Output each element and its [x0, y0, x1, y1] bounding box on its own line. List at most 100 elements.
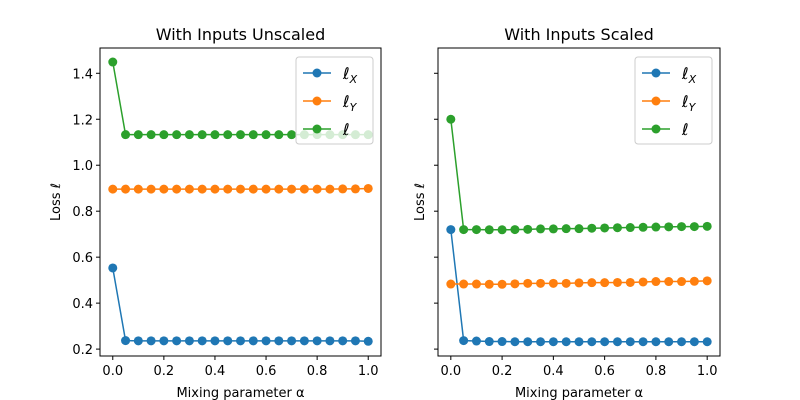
data-point	[651, 337, 661, 347]
data-point	[223, 184, 233, 194]
data-point	[497, 225, 507, 235]
data-point	[587, 278, 597, 288]
data-point	[274, 184, 284, 194]
data-point	[108, 184, 118, 194]
data-point	[299, 184, 309, 194]
data-point	[689, 222, 699, 232]
legend-marker	[312, 68, 322, 78]
series-line	[112, 267, 369, 343]
data-point	[484, 337, 494, 347]
data-point	[702, 337, 712, 347]
legend-marker	[312, 96, 322, 106]
y-tick-label: 0.6	[72, 251, 93, 266]
data-point	[363, 336, 373, 346]
y-tick-label: 1.2	[72, 113, 93, 128]
data-point	[497, 279, 507, 289]
x-tick-label: 0.0	[440, 364, 461, 379]
data-point	[287, 336, 297, 346]
legend-label: ℓ	[342, 120, 350, 139]
data-point	[561, 224, 571, 234]
data-point	[664, 222, 674, 232]
series-ℓ_X	[446, 225, 712, 347]
data-point	[146, 336, 156, 346]
data-point	[548, 337, 558, 347]
data-point	[510, 279, 520, 289]
legend-box	[634, 56, 713, 145]
data-point	[338, 336, 348, 346]
data-point	[446, 114, 456, 124]
data-point	[471, 279, 481, 289]
legend-marker	[312, 124, 322, 134]
x-tick-label: 0.6	[594, 364, 615, 379]
data-point	[197, 184, 207, 194]
x-tick-label: 0.0	[102, 364, 123, 379]
series-ℓ	[446, 114, 712, 235]
data-point	[638, 222, 648, 232]
legend-label: ℓ	[681, 120, 689, 139]
legend-box	[295, 56, 374, 145]
x-tick-label: 1.0	[358, 364, 379, 379]
data-point	[236, 130, 245, 140]
x-tick-label: 0.6	[256, 364, 277, 379]
x-tick-label: 0.2	[154, 364, 175, 379]
data-point	[702, 221, 712, 231]
data-point	[600, 278, 610, 288]
data-point	[612, 223, 622, 233]
data-point	[108, 57, 118, 67]
data-point	[612, 337, 622, 347]
axes-frame	[437, 47, 721, 357]
data-point	[133, 336, 143, 346]
legend-marker	[651, 124, 661, 134]
y-axis-label: Loss ℓ	[413, 183, 428, 221]
legend: ℓX ℓY ℓ	[634, 56, 713, 145]
data-point	[274, 130, 284, 140]
x-axis-label: Mixing parameter α	[515, 386, 643, 400]
data-point	[561, 337, 571, 347]
series-ℓ_X	[108, 263, 373, 346]
data-point	[172, 336, 182, 346]
y-tick-label: 1.0	[72, 159, 93, 174]
data-point	[338, 184, 348, 194]
x-tick-label: 0.4	[205, 364, 226, 379]
data-point	[287, 184, 297, 194]
data-point	[702, 276, 712, 286]
data-point	[536, 278, 546, 288]
data-point	[146, 130, 156, 140]
data-point	[197, 130, 207, 140]
data-point	[459, 225, 469, 235]
data-point	[363, 183, 373, 193]
y-axis-label: Loss ℓ	[49, 183, 64, 221]
data-point	[159, 130, 169, 140]
data-point	[625, 337, 635, 347]
data-point	[484, 279, 494, 289]
x-tick-label: 0.8	[646, 364, 667, 379]
data-point	[312, 184, 322, 194]
series-ℓ_Y	[108, 183, 373, 194]
data-point	[523, 337, 533, 347]
data-point	[446, 279, 456, 289]
data-point	[248, 184, 258, 194]
data-point	[236, 184, 245, 194]
data-point	[574, 337, 584, 347]
data-point	[587, 337, 597, 347]
data-point	[510, 337, 520, 347]
data-point	[484, 225, 494, 235]
data-point	[133, 184, 143, 194]
y-tick-label: 0.2	[72, 343, 93, 358]
legend-marker	[651, 68, 661, 78]
data-point	[677, 277, 687, 287]
data-point	[664, 277, 674, 287]
legend-label: ℓX	[342, 64, 358, 86]
data-point	[471, 225, 481, 235]
legend-label: ℓX	[681, 64, 697, 86]
data-point	[274, 336, 284, 346]
data-point	[677, 222, 687, 232]
data-point	[574, 224, 584, 234]
data-point	[261, 184, 271, 194]
data-point	[459, 336, 469, 346]
series-ℓ_Y	[446, 276, 712, 289]
data-point	[121, 130, 131, 140]
data-point	[651, 277, 661, 287]
data-point	[159, 336, 169, 346]
data-point	[172, 184, 182, 194]
